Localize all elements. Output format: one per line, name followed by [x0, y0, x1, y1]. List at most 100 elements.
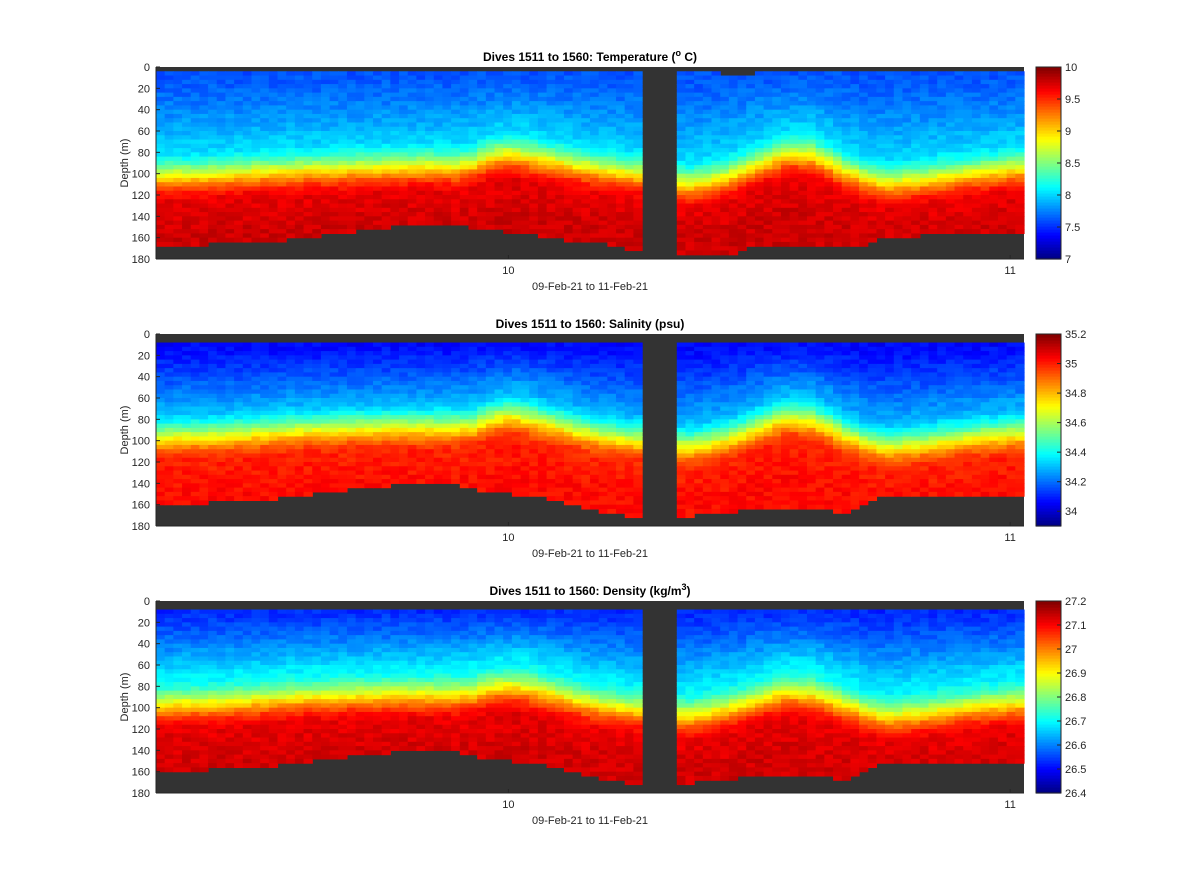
heatmap-cell [902, 143, 912, 149]
heatmap-cell [294, 363, 305, 369]
heatmap-cell [260, 220, 270, 226]
heatmap-cell [911, 92, 921, 98]
heatmap-cell [772, 135, 782, 141]
heatmap-cell [728, 148, 739, 153]
heatmap-cell [381, 410, 391, 416]
heatmap-cell [494, 75, 504, 81]
heatmap-cell [824, 160, 834, 166]
heatmap-cell [789, 233, 799, 239]
heatmap-cell [390, 355, 400, 361]
heatmap-cell [329, 466, 339, 472]
heatmap-cell [364, 101, 374, 106]
heatmap-cell [268, 212, 279, 217]
heatmap-cell [546, 139, 556, 145]
heatmap-cell [633, 246, 643, 252]
heatmap-cell [728, 105, 739, 111]
heatmap-cell [329, 393, 339, 399]
heatmap-cell [190, 233, 200, 239]
heatmap-cell [954, 135, 964, 141]
heatmap-cell [720, 220, 730, 226]
heatmap-cell [338, 203, 348, 209]
heatmap-cell [364, 466, 374, 472]
heatmap-cell [416, 109, 426, 115]
heatmap-cell [338, 165, 348, 170]
heatmap-cell [537, 135, 548, 141]
heatmap-cell [694, 169, 704, 175]
heatmap-cell [919, 229, 930, 234]
heatmap-cell [390, 152, 400, 158]
heatmap-cell [216, 216, 227, 222]
heatmap-cell [468, 199, 478, 205]
heatmap-cell [286, 160, 296, 166]
heatmap-cell [746, 143, 756, 149]
heatmap-cell [346, 156, 357, 162]
heatmap-cell [485, 135, 496, 141]
heatmap-cell [867, 233, 878, 239]
heatmap-cell [590, 101, 600, 106]
heatmap-cell [1006, 131, 1016, 136]
heatmap-cell [433, 135, 444, 141]
heatmap-cell [381, 474, 391, 480]
heatmap-cell [216, 415, 227, 420]
heatmap-cell [494, 173, 504, 179]
heatmap-cell [893, 199, 904, 205]
heatmap-cell [598, 109, 608, 115]
heatmap-cell [537, 160, 548, 166]
heatmap-cell [381, 440, 391, 446]
heatmap-cell [294, 342, 305, 348]
heatmap-cell [711, 118, 721, 124]
heatmap-cell [182, 432, 192, 437]
heatmap-cell [468, 92, 478, 98]
heatmap-cell [997, 118, 1008, 124]
heatmap-cell [824, 92, 834, 98]
heatmap-cell [164, 165, 174, 170]
heatmap-cell [190, 203, 200, 209]
heatmap-cell [399, 385, 409, 391]
heatmap-cell [911, 233, 921, 239]
heatmap-cell [407, 195, 417, 200]
heatmap-cell [807, 143, 817, 149]
heatmap-cell [763, 220, 773, 226]
heatmap-cell [182, 376, 192, 382]
heatmap-cell [216, 406, 227, 412]
heatmap-cell [694, 109, 704, 115]
heatmap-cell [156, 462, 166, 467]
heatmap-cell [373, 203, 383, 209]
heatmap-cell [971, 195, 982, 200]
heatmap-cell [320, 415, 331, 420]
heatmap-cell [451, 109, 461, 115]
heatmap-cell [754, 92, 765, 98]
heatmap-cell [824, 122, 834, 128]
heatmap-cell [876, 177, 886, 183]
heatmap-cell [346, 346, 357, 352]
heatmap-cell [807, 160, 817, 166]
heatmap-cell [156, 207, 166, 213]
heatmap-cell [294, 474, 305, 480]
heatmap-cell [815, 92, 825, 98]
heatmap-cell [789, 190, 799, 196]
heatmap-cell [346, 423, 357, 429]
heatmap-cell [563, 160, 574, 166]
heatmap-cell [156, 346, 166, 352]
heatmap-cell [1015, 75, 1025, 81]
heatmap-cell [1015, 152, 1025, 158]
heatmap-cell [182, 79, 192, 85]
heatmap-cell [503, 71, 513, 77]
heatmap-cell [563, 216, 574, 222]
heatmap-cell [329, 177, 339, 183]
heatmap-cell [390, 186, 400, 192]
heatmap-cell [156, 148, 166, 153]
heatmap-cell [156, 173, 166, 179]
heatmap-cell [980, 190, 990, 196]
heatmap-cell [971, 75, 982, 81]
heatmap-cell [156, 190, 166, 196]
heatmap-cell [902, 190, 912, 196]
heatmap-cell [824, 224, 834, 230]
heatmap-cell [997, 224, 1008, 230]
heatmap-cell [624, 195, 634, 200]
heatmap-cell [433, 122, 444, 128]
heatmap-cell [876, 79, 886, 85]
heatmap-cell [399, 152, 409, 158]
heatmap-cell [928, 220, 938, 226]
heatmap-cell [815, 71, 825, 77]
